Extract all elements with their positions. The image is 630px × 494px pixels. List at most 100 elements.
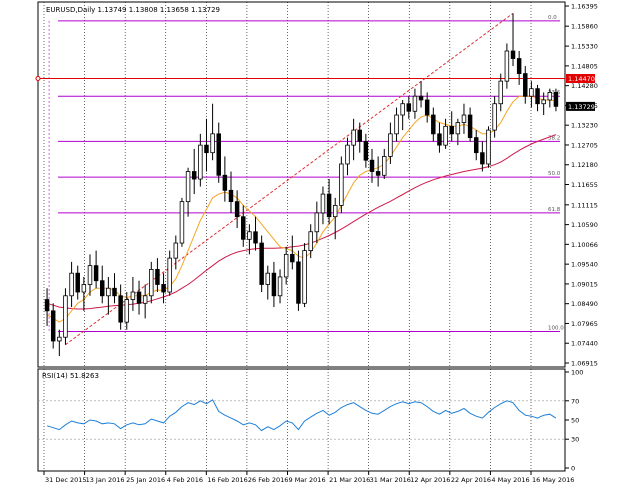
bear-candle [535,88,540,105]
bull-candle [247,231,252,240]
bull-candle [87,265,93,285]
bear-candle [75,272,80,293]
price-tick-label: 1.12705 [571,141,598,149]
bull-candle [302,250,307,304]
time-tick-label: 13 Jan 2016 [86,476,125,484]
bull-candle [498,80,503,105]
bear-candle [204,144,209,154]
bull-candle [492,103,497,131]
bull-candle [547,92,553,101]
rsi-tick-label: 100 [571,369,583,377]
bear-candle [363,140,369,161]
bull-candle [504,50,510,82]
bear-candle [369,159,375,172]
time-tick-label: 9 Mar 2016 [289,476,326,484]
bear-candle [161,284,166,293]
fib-level-label: 0.0 [548,15,557,21]
bull-candle [400,103,405,116]
bull-candle [332,205,338,218]
bear-candle [222,174,228,191]
rsi-tick-label: 50 [571,417,579,425]
bear-candle [44,299,50,312]
time-axis[interactable]: 31 Dec 2015 13 Jan 2016 25 Jan 2016 4 Feb 2… [43,471,574,484]
bull-candle [314,212,320,233]
bull-candle [167,257,172,293]
price-tick-label: 1.07965 [571,320,598,328]
rsi-tick-label: 0 [571,465,575,473]
bull-candle [210,133,215,154]
time-tick-label: 12 Apr 2016 [410,476,450,484]
price-tick-label: 1.15330 [571,43,598,51]
bull-candle [351,129,356,146]
chart-title: EURUSD,Daily 1.13749 1.13808 1.13658 1.1… [46,6,220,14]
price-tick-label: 1.14805 [571,62,598,70]
bull-candle [461,114,467,123]
bull-candle [57,336,62,342]
bear-candle [241,216,246,240]
price-tick-label: 1.09540 [571,261,598,269]
bear-candle [112,287,117,297]
bear-candle [437,133,442,146]
rsi-tick-label: 70 [571,397,579,405]
bear-candle [100,280,105,297]
time-tick-label: 25 Jan 2016 [126,476,165,484]
bull-candle [179,201,185,244]
bear-candle [234,201,240,218]
bear-candle [253,231,258,244]
price-tick-label: 1.13230 [571,122,598,130]
price-tick-label: 1.14280 [571,82,598,90]
trendline[interactable] [65,12,514,346]
fib-level-label: 38.2 [548,135,560,141]
bear-candle [431,114,436,135]
price-tick-label: 1.09015 [571,280,598,288]
bull-candle [106,287,111,297]
time-tick-label: 21 Mar 2016 [329,476,370,484]
fib-level-label: 100.0 [548,326,564,332]
red-price-label: 1.14470 [568,75,595,83]
bull-candle [320,193,326,214]
bull-candle [69,272,74,297]
rsi-line [46,399,557,432]
fib-level-label: 50.0 [548,171,561,177]
bull-candle [339,163,344,206]
bear-candle [296,261,301,304]
price-tick-label: 1.07440 [571,340,598,348]
price-axis[interactable]: 1.16395 1.15860 1.15330 1.14805 1.14280 1.137… [565,3,598,368]
bear-candle [326,193,332,218]
red-price-tag: 1.14470 [566,73,595,83]
rsi-tick-label: 30 [571,436,579,444]
bear-candle [50,310,56,342]
candlesticks [44,13,559,357]
time-tick-label: 4 Feb 2016 [167,476,203,484]
time-tick-label: 31 Dec 2015 [45,476,87,484]
bull-candle [124,299,130,323]
trendline-segment [65,12,514,346]
bear-candle [406,103,412,112]
bull-candle [142,295,148,304]
fib-level-label: 61.8 [548,207,561,213]
bull-candle [529,88,534,97]
bull-candle [130,291,136,300]
level-anchor-icon[interactable] [35,75,41,81]
bear-candle [467,114,473,139]
time-tick-label: 26 Feb 2016 [248,476,288,484]
bear-candle [553,92,559,107]
time-tick-label: 4 May 2016 [491,476,529,484]
bull-candle [412,95,418,112]
time-tick-label: 16 May 2016 [532,476,574,484]
bull-candle [198,144,203,180]
bull-candle [486,129,491,165]
bear-candle [216,133,221,176]
bull-candle [185,171,191,203]
bear-candle [357,129,362,142]
bear-candle [290,253,295,263]
price-tick-label: 1.10066 [571,241,598,249]
bear-candle [523,73,528,97]
bear-candle [228,189,234,203]
bear-candle [473,137,479,154]
time-tick-label: 22 Apr 2016 [451,476,491,484]
price-tick-label: 1.16395 [571,3,598,11]
price-tick-label: 1.15860 [571,23,598,31]
